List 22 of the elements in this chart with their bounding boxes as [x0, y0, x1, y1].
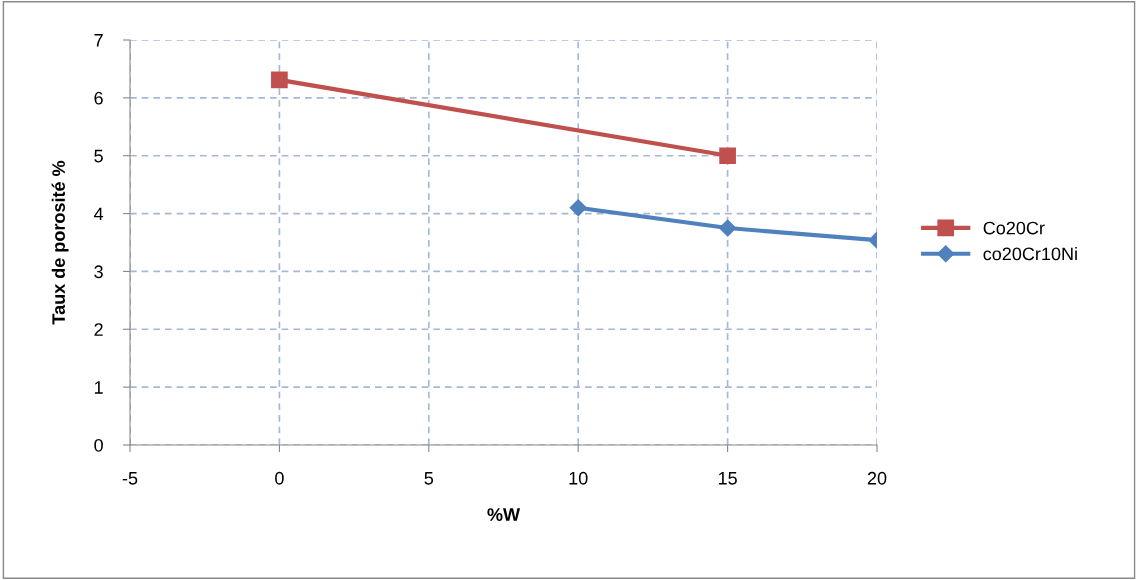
legend-label: Co20Cr [983, 221, 1045, 235]
y-tick-label: 7 [94, 34, 103, 47]
point [569, 199, 587, 217]
y-tick-label: 3 [94, 265, 103, 279]
x-axis-title: %W [487, 508, 521, 521]
x-tick-label: 15 [718, 472, 737, 485]
point [719, 147, 736, 165]
x-tick-label: 10 [569, 471, 588, 485]
x-tick-label: 0 [275, 471, 284, 485]
x-tick-label: 20 [867, 471, 887, 485]
point [271, 71, 288, 89]
y-tick-label: 6 [94, 91, 103, 105]
point [719, 219, 737, 237]
y-axis-title: Taux de porosité % [51, 160, 69, 325]
x-tick-label: 5 [424, 472, 434, 485]
y-tick-label: 1 [94, 381, 103, 394]
y-tick-label: 0 [94, 438, 103, 452]
legend-label: co20Cr10Ni [983, 247, 1077, 261]
y-tick-label: 4 [93, 207, 104, 221]
x-tick-label: -5 [122, 472, 138, 485]
y-tick-label: 5 [94, 149, 103, 163]
y-tick-label: 2 [94, 323, 103, 336]
